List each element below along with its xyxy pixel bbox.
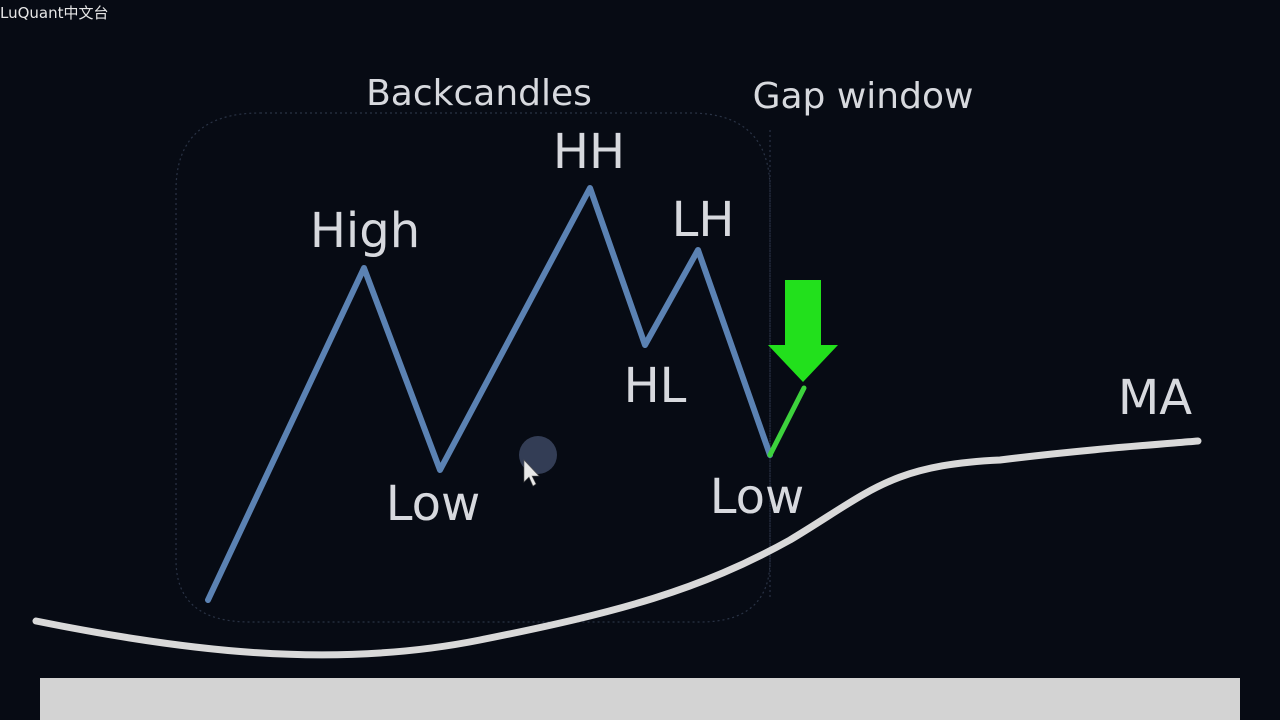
label-low-left: Low [386,476,481,532]
label-high: High [310,203,420,259]
bottom-bar [40,678,1240,720]
backcandles-region [175,112,771,623]
label-hl: HL [624,358,687,414]
down-arrow-icon [768,280,838,382]
label-low-right: Low [710,469,805,525]
signal-line [767,385,807,458]
label-lh: LH [672,192,735,248]
label-backcandles: Backcandles [366,73,592,114]
mouse-cursor-icon [519,436,557,487]
label-hh: HH [553,124,625,180]
label-gap-window: Gap window [753,76,974,117]
price-zigzag-line [205,185,773,603]
ma-curve [32,437,1202,659]
watermark: LuQuant中文台 [0,4,109,22]
label-ma: MA [1118,370,1192,426]
